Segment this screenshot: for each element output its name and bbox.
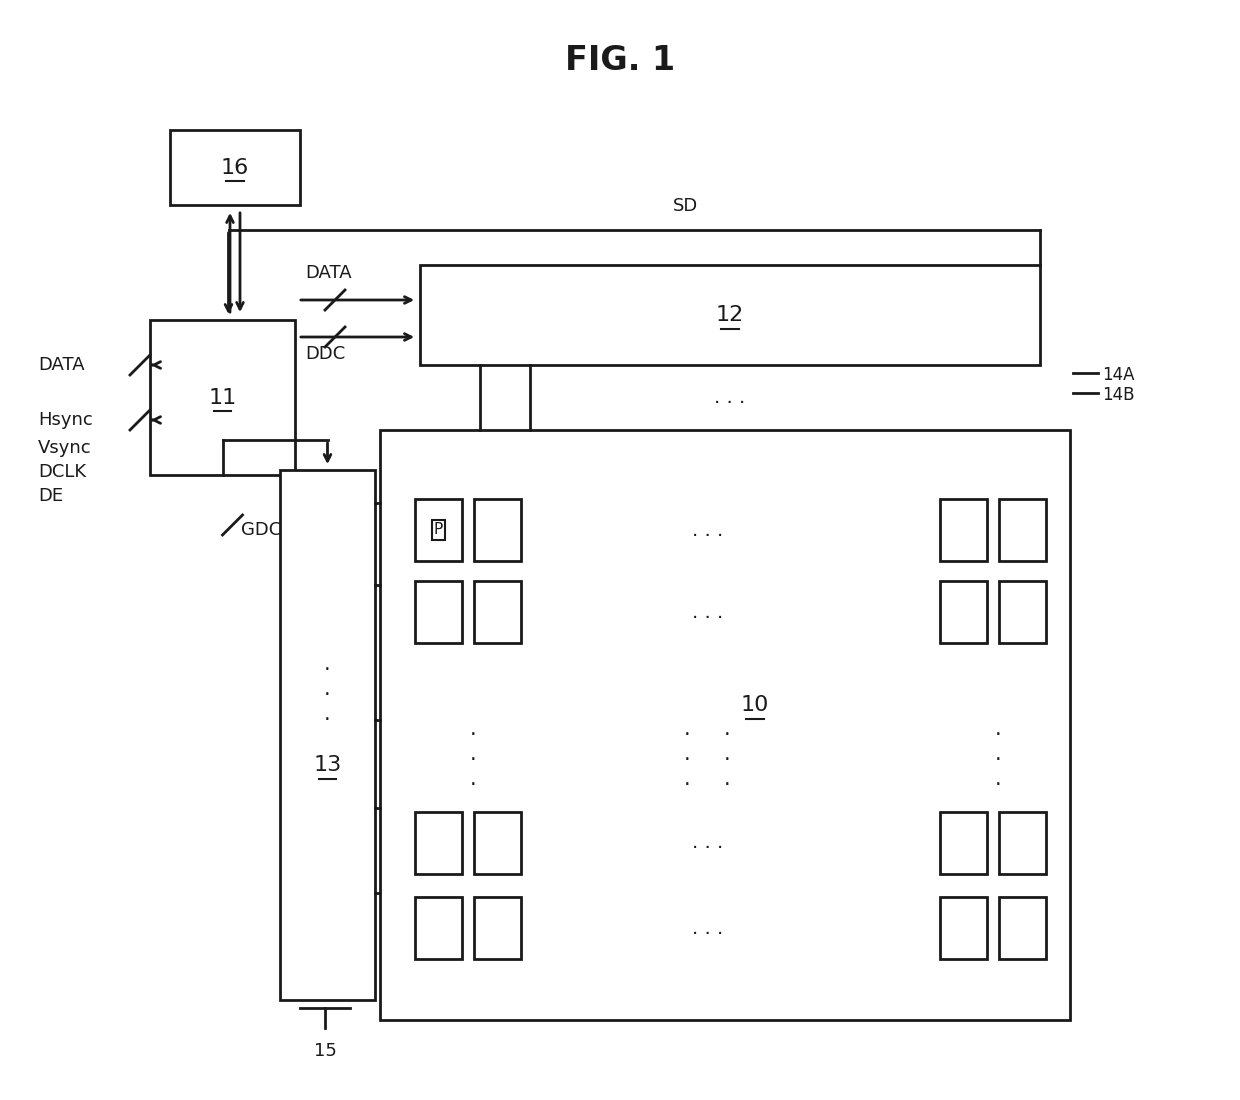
Text: DATA: DATA: [38, 356, 84, 374]
Bar: [999, 812, 1047, 874]
Text: ·
·
·: · · ·: [724, 725, 730, 795]
Bar: [170, 130, 300, 205]
Text: SD: SD: [672, 197, 698, 215]
Bar: [940, 896, 987, 959]
Text: 16: 16: [221, 157, 249, 177]
Text: ·
·
·: · · ·: [470, 725, 476, 795]
Bar: [280, 470, 374, 1000]
Text: DATA: DATA: [305, 264, 352, 282]
Text: Hsync: Hsync: [38, 411, 93, 429]
Text: P: P: [434, 522, 443, 538]
Text: 11: 11: [208, 387, 237, 407]
Bar: [379, 430, 1070, 1020]
Text: ·
·
·: · · ·: [994, 725, 1002, 795]
Text: 14A: 14A: [1102, 366, 1135, 384]
Text: FIG. 1: FIG. 1: [565, 44, 675, 77]
Bar: [415, 812, 463, 874]
Bar: [415, 499, 463, 561]
Bar: [474, 499, 521, 561]
Bar: [940, 812, 987, 874]
Bar: [150, 320, 295, 475]
Text: DE: DE: [38, 487, 63, 505]
Text: 15: 15: [314, 1042, 336, 1060]
Bar: [474, 812, 521, 874]
Bar: [940, 499, 987, 561]
Text: 14B: 14B: [1102, 386, 1135, 404]
Bar: [474, 896, 521, 959]
Bar: [940, 581, 987, 644]
Text: . . .: . . .: [714, 388, 745, 407]
Bar: [999, 581, 1047, 644]
Text: DDC: DDC: [305, 345, 345, 363]
Bar: [415, 896, 463, 959]
Text: DCLK: DCLK: [38, 463, 86, 481]
Bar: [420, 265, 1040, 365]
Text: . . .: . . .: [692, 918, 723, 937]
Text: 13: 13: [314, 755, 342, 775]
Text: 12: 12: [715, 305, 744, 324]
Text: . . .: . . .: [692, 520, 723, 539]
Text: Vsync: Vsync: [38, 439, 92, 456]
Text: . . .: . . .: [692, 603, 723, 622]
Bar: [999, 896, 1047, 959]
Text: 10: 10: [740, 695, 769, 715]
Text: ·
·
·: · · ·: [684, 725, 691, 795]
Text: GDC: GDC: [241, 521, 280, 539]
Text: . . .: . . .: [692, 834, 723, 852]
Text: ·
·
·: · · ·: [324, 660, 331, 729]
Bar: [415, 581, 463, 644]
Bar: [474, 581, 521, 644]
Bar: [999, 499, 1047, 561]
